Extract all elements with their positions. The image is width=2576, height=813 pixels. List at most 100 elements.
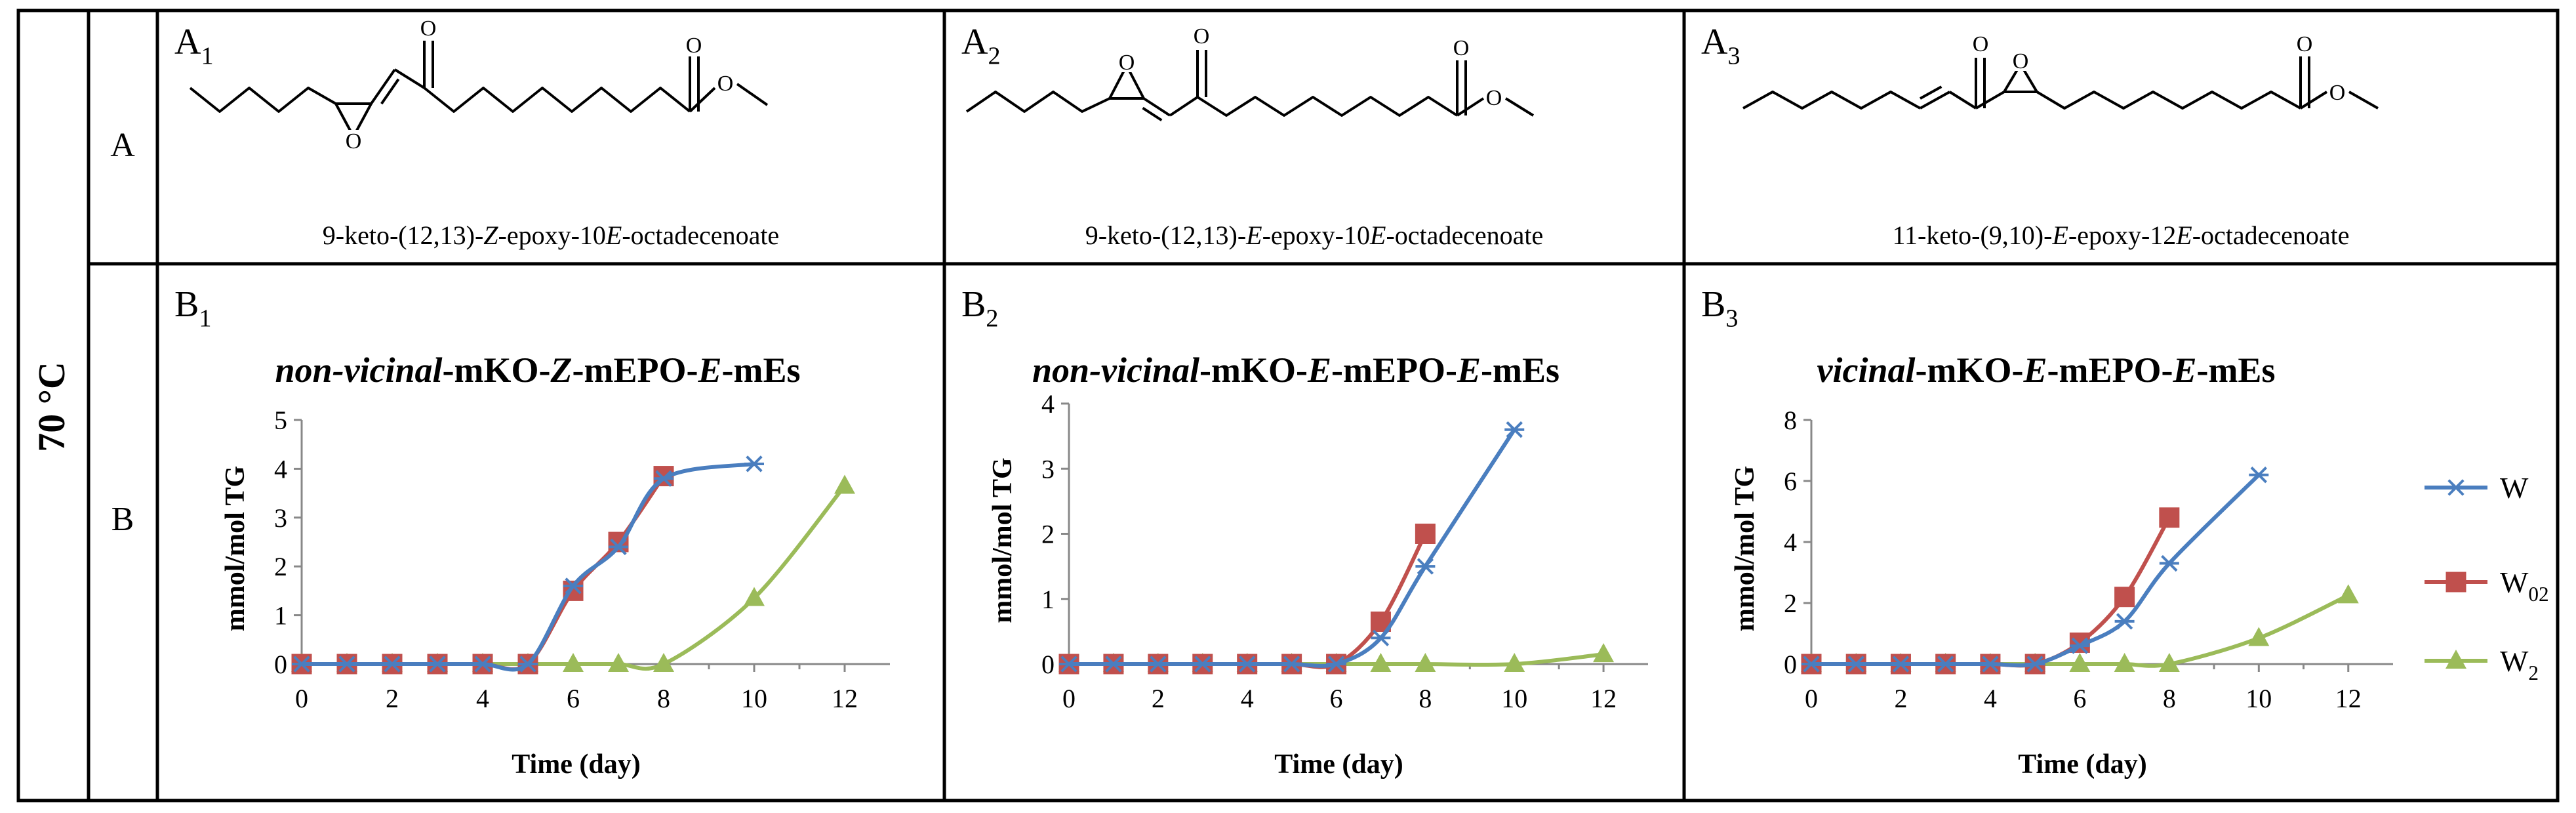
data-point [2114,613,2135,630]
bond [689,87,716,113]
x-tick-label: 2 [1894,684,1907,713]
data-point [1148,656,1168,673]
bond [2348,91,2379,110]
x-tick-label: 10 [2245,684,2272,713]
row-label-b: B [111,501,134,538]
bond [1142,97,1171,117]
double-bond [380,78,400,105]
structure-2: A2 O O O O 9-keto-(12,13)-E-epoxy-10E-octadec… [961,22,1543,250]
row-labels: 70 °C A B [30,127,135,538]
atom-mask [685,34,702,55]
y-tick-label: 2 [274,552,287,581]
y-tick-label: 2 [1784,589,1797,618]
bond [2299,91,2328,110]
data-point [337,656,357,673]
y-tick-label: 1 [1041,585,1055,614]
structure-row: A1OOOO9-keto-(12,13)-Z-epoxy-10E-octadec… [174,16,2379,250]
series-line [302,461,755,672]
bond [1504,97,1535,117]
bond-chain [423,87,691,113]
y-axis-title: mmol/mol TG [220,466,251,631]
y-tick-label: 0 [1784,650,1797,679]
y-tick-label: 3 [1041,454,1055,484]
data-point [2248,627,2270,646]
data-point [1504,653,1525,672]
atom-mask [2296,33,2313,54]
atom-mask [1118,51,1135,72]
data-point [1593,643,1615,663]
atom-mask [2329,81,2346,102]
atom-label: O [2297,32,2313,56]
x-tick-label: 8 [2163,684,2176,713]
data-point [608,653,629,672]
atom-label: O [1486,86,1502,110]
data-point [2249,467,2269,484]
bond [1456,97,1485,117]
x-axis-title: Time (day) [512,749,640,780]
data-point [1415,653,1436,672]
legend-label: W02 [2500,566,2549,606]
atom-label: O [346,129,362,154]
x-tick-label: 2 [1152,684,1165,713]
data-point [428,656,447,673]
y-tick-label: 2 [1041,520,1055,549]
legend-label: W [2500,471,2529,505]
data-point [1891,656,1911,673]
data-point [2025,656,2045,673]
chart-panel-label: B2 [961,284,998,333]
atom-label: O [1119,51,1135,75]
legend-item: W02 [2425,566,2549,606]
table-frame [16,9,2560,803]
atom-label: O [1973,32,1989,56]
y-axis-title: mmol/mol TG [988,457,1018,623]
bond [1169,96,1199,117]
x-tick-label: 4 [1984,684,1997,713]
atom-label: O [1453,36,1470,60]
data-point [1415,524,1436,544]
data-point [2337,584,2359,604]
data-point [1980,656,2000,673]
legend-item: W2 [2425,644,2539,684]
x-tick-label: 12 [2335,684,2362,713]
chart-title: non-vicinal-mKO-Z-mEPO-E-mEs [275,350,801,390]
temperature-label: 70 °C [30,362,73,452]
x-tick-label: 12 [1590,684,1617,713]
data-point [744,587,765,606]
atom-mask [1453,37,1470,58]
y-tick-label: 6 [1784,467,1797,496]
atom-mask [2012,50,2029,71]
data-point [563,653,584,672]
data-point [609,538,628,556]
x-tick-label: 2 [386,684,399,713]
y-tick-label: 5 [274,406,287,435]
atom-label: O [420,16,437,41]
x-tick-label: 8 [657,684,670,713]
data-point [2114,587,2135,608]
outer-border [16,9,2560,803]
chart-legend: W W02 W2 [2425,471,2549,684]
legend-label: W2 [2500,644,2539,684]
y-tick-label: 4 [274,454,287,484]
data-point [1504,421,1525,438]
y-tick-label: 3 [274,503,287,533]
chart-panel-label: B3 [1701,284,1738,333]
y-tick-label: 4 [1041,389,1055,419]
bond [393,68,426,89]
data-point [563,577,583,594]
bond-chain [965,91,1110,113]
data-point [1935,656,1956,673]
data-point [518,656,538,673]
data-point [2159,507,2180,528]
atom-mask [1193,25,1210,46]
compound-name: 9-keto-(12,13)-Z-epoxy-10E-octadecenoate [323,220,779,250]
atom-label: O [2013,49,2029,73]
data-point [834,474,855,494]
x-tick-label: 0 [295,684,308,713]
y-tick-label: 4 [1784,528,1797,557]
data-point [1192,656,1213,673]
structure-panel-label: A3 [1701,22,1741,70]
structure-1: A1OOOO9-keto-(12,13)-Z-epoxy-10E-octadec… [174,16,779,250]
chart-title: vicinal-mKO-E-mEPO-E-mEs [1817,350,2276,390]
data-point [382,656,402,673]
